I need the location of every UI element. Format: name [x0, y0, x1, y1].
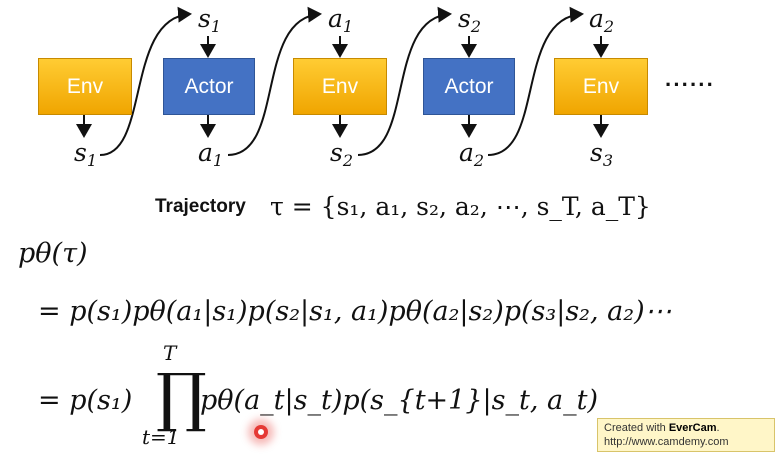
product-upper-limit: T — [163, 341, 177, 365]
pointer-cursor-icon — [254, 425, 268, 439]
equation-line-3-left: = p(s₁) — [38, 385, 133, 416]
product-symbol: ∏ — [156, 361, 207, 435]
curve-arrow — [487, 6, 584, 156]
bottom-label: a2 — [459, 138, 485, 170]
equation-line-1: pθ(τ) — [18, 238, 88, 269]
box-label: Env — [582, 74, 620, 98]
top-label: a1 — [328, 4, 354, 36]
actor-box: Actor — [163, 58, 255, 115]
top-label: s2 — [458, 4, 482, 36]
box-label: Env — [66, 74, 104, 98]
trajectory-formula: τ = {s₁, a₁, s₂, a₂, ⋯, s_T, a_T} — [270, 192, 651, 221]
top-label: s1 — [198, 4, 222, 36]
equation-line-3-right: pθ(a_t|s_t)p(s_{t+1}|s_t, a_t) — [200, 385, 598, 416]
curve-arrow — [227, 6, 322, 156]
box-label: Actor — [444, 74, 494, 98]
evercam-watermark: Created with EverCam. http://www.camdemy… — [597, 418, 775, 452]
curve-arrow — [357, 6, 452, 156]
bottom-label: s3 — [590, 138, 614, 170]
bottom-label: s2 — [330, 138, 354, 170]
trajectory-word: Trajectory — [155, 196, 246, 217]
bottom-label: s1 — [74, 138, 98, 170]
curve-arrow — [99, 6, 192, 156]
env-box: Env — [554, 58, 648, 115]
env-box: Env — [38, 58, 132, 115]
box-label: Env — [321, 74, 359, 98]
continuation-dots: ······ — [665, 72, 715, 97]
env-box: Env — [293, 58, 387, 115]
bottom-label: a1 — [198, 138, 224, 170]
product-lower-limit: t=1 — [142, 425, 180, 449]
top-label: a2 — [589, 4, 615, 36]
actor-box: Actor — [423, 58, 515, 115]
box-label: Actor — [184, 74, 234, 98]
equation-line-2: = p(s₁)pθ(a₁|s₁)p(s₂|s₁, a₁)pθ(a₂|s₂)p(s… — [38, 296, 672, 327]
